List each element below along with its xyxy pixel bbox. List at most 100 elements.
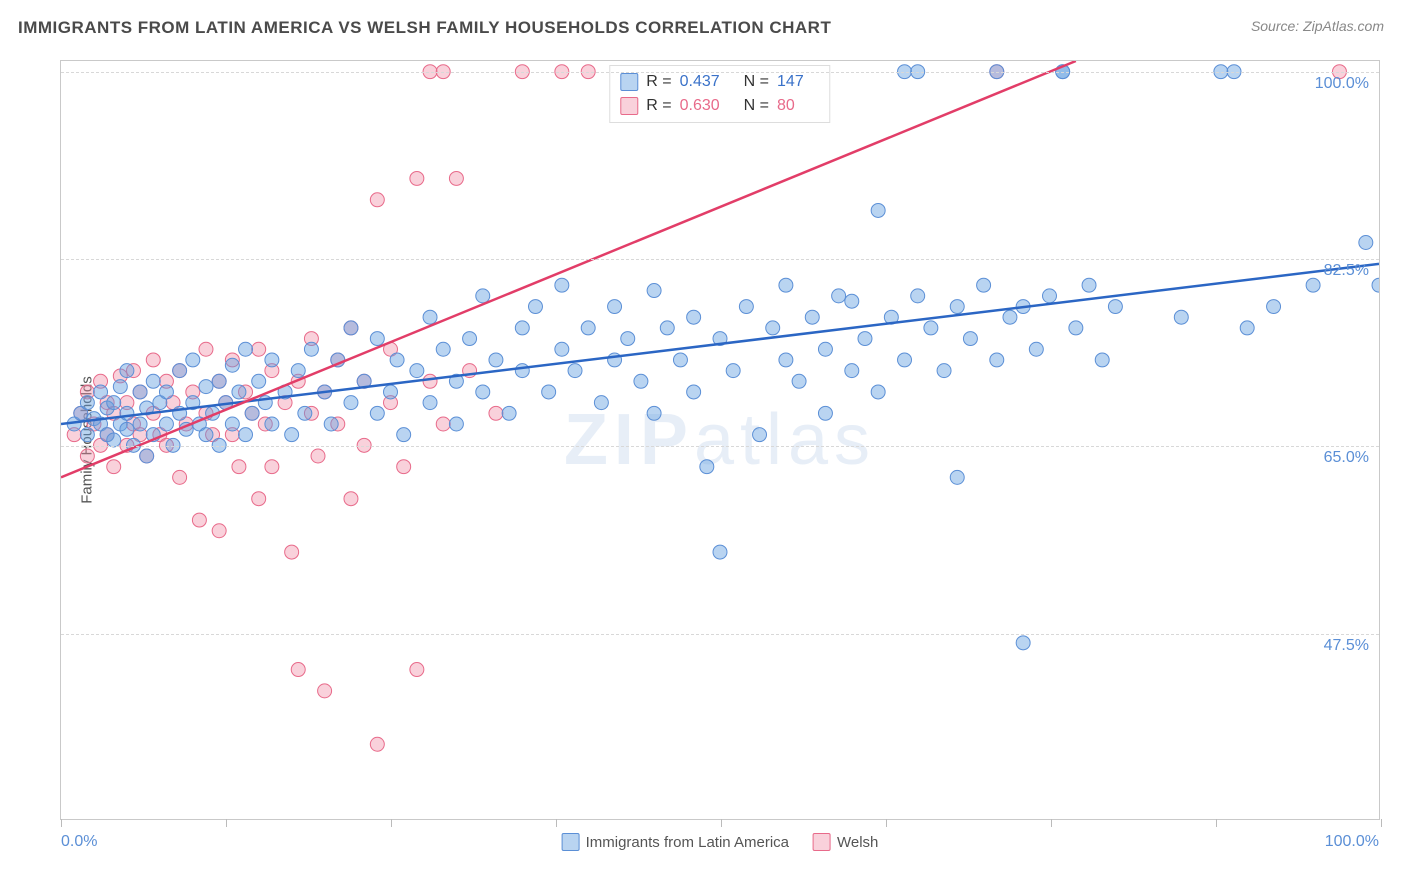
x-tick <box>1381 819 1382 827</box>
scatter-point <box>265 364 279 378</box>
x-tick <box>226 819 227 827</box>
scatter-point <box>304 332 318 346</box>
scatter-point <box>634 374 648 388</box>
scatter-point <box>245 406 259 420</box>
scatter-point <box>206 406 220 420</box>
scatter-point <box>660 321 674 335</box>
scatter-point <box>410 364 424 378</box>
scatter-point <box>133 385 147 399</box>
scatter-point <box>476 289 490 303</box>
scatter-point <box>950 470 964 484</box>
scatter-point <box>239 428 253 442</box>
scatter-point <box>225 428 239 442</box>
scatter-point <box>199 406 213 420</box>
scatter-point <box>113 417 127 431</box>
scatter-point <box>871 385 885 399</box>
stat-n-pink: 80 <box>777 94 795 118</box>
scatter-point <box>291 364 305 378</box>
scatter-point <box>318 684 332 698</box>
scatter-point <box>140 401 154 415</box>
x-tick <box>391 819 392 827</box>
scatter-point <box>515 364 529 378</box>
scatter-point <box>159 438 173 452</box>
scatter-point <box>502 406 516 420</box>
scatter-point <box>370 193 384 207</box>
scatter-point <box>199 380 213 394</box>
scatter-point <box>285 545 299 559</box>
scatter-point <box>832 289 846 303</box>
scatter-point <box>318 385 332 399</box>
scatter-point <box>436 342 450 356</box>
scatter-point <box>423 310 437 324</box>
y-tick-label: 82.5% <box>1324 262 1369 280</box>
scatter-point <box>252 374 266 388</box>
scatter-point <box>357 438 371 452</box>
scatter-point <box>1306 278 1320 292</box>
scatter-point <box>212 524 226 538</box>
scatter-point <box>370 737 384 751</box>
scatter-point <box>384 396 398 410</box>
scatter-point <box>120 438 134 452</box>
scatter-point <box>594 396 608 410</box>
scatter-point <box>298 406 312 420</box>
scatter-point <box>344 321 358 335</box>
scatter-point <box>239 385 253 399</box>
scatter-point <box>219 396 233 410</box>
scatter-point <box>120 406 134 420</box>
scatter-point <box>258 396 272 410</box>
x-tick <box>721 819 722 827</box>
x-axis-min-label: 0.0% <box>61 833 97 851</box>
scatter-point <box>937 364 951 378</box>
scatter-point <box>258 417 272 431</box>
scatter-point <box>924 321 938 335</box>
scatter-point <box>120 364 134 378</box>
scatter-point <box>1003 310 1017 324</box>
scatter-point <box>963 332 977 346</box>
y-tick-label: 47.5% <box>1324 637 1369 655</box>
scatter-point <box>423 396 437 410</box>
x-tick <box>1051 819 1052 827</box>
scatter-point <box>107 460 121 474</box>
scatter-point <box>331 417 345 431</box>
scatter-point <box>858 332 872 346</box>
scatter-point <box>489 353 503 367</box>
scatter-point <box>166 396 180 410</box>
scatter-point <box>285 428 299 442</box>
scatter-point <box>713 545 727 559</box>
scatter-point <box>192 417 206 431</box>
scatter-point <box>1095 353 1109 367</box>
scatter-point <box>463 332 477 346</box>
scatter-point <box>384 342 398 356</box>
scatter-point <box>199 342 213 356</box>
scatter-point <box>1240 321 1254 335</box>
trend-line <box>61 264 1379 424</box>
scatter-point <box>608 300 622 314</box>
scatter-point <box>555 342 569 356</box>
scatter-point <box>779 278 793 292</box>
scatter-point <box>845 364 859 378</box>
scatter-point <box>107 396 121 410</box>
scatter-point <box>647 284 661 298</box>
scatter-point <box>252 492 266 506</box>
scatter-point <box>146 353 160 367</box>
plot-area: Family Households ZIPatlas R = 0.437 N =… <box>60 60 1380 820</box>
scatter-point <box>1043 289 1057 303</box>
legend-label-pink: Welsh <box>837 834 878 851</box>
gridline <box>61 259 1379 260</box>
scatter-point <box>192 513 206 527</box>
scatter-point <box>476 385 490 399</box>
scatter-point <box>344 492 358 506</box>
scatter-point <box>449 171 463 185</box>
watermark-bold: ZIP <box>564 400 694 480</box>
scatter-point <box>344 321 358 335</box>
scatter-point <box>1016 636 1030 650</box>
scatter-point <box>871 203 885 217</box>
scatter-point <box>127 417 141 431</box>
scatter-point <box>397 460 411 474</box>
x-tick <box>1216 819 1217 827</box>
scatter-point <box>278 385 292 399</box>
scatter-point <box>1174 310 1188 324</box>
legend-label-blue: Immigrants from Latin America <box>586 834 789 851</box>
y-tick-label: 100.0% <box>1315 75 1369 93</box>
scatter-point <box>370 332 384 346</box>
